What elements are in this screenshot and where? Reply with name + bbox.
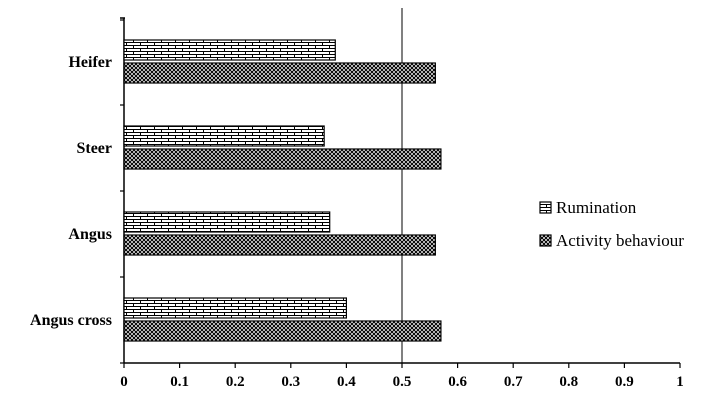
x-tick-label-0-6: 0.6 <box>448 374 467 390</box>
x-tick-label-0-2: 0.2 <box>226 374 245 390</box>
bar-activity-behaviour-angus <box>123 234 436 256</box>
bar-activity-behaviour-angus-cross <box>123 320 442 342</box>
category-label-angus-cross: Angus cross <box>30 312 112 329</box>
legend-label-activity-behaviour: Activity behaviour <box>556 231 684 250</box>
category-label-heifer: Heifer <box>68 54 112 71</box>
x-tick-label-0-5: 0.5 <box>393 374 412 390</box>
x-axis-ticks: 0 0.1 0.2 0.3 0.4 0.5 0.6 0.7 0.8 0.9 1 <box>120 363 684 390</box>
bar-rumination-angus <box>123 211 331 233</box>
category-label-angus: Angus <box>68 226 112 243</box>
bar-rumination-steer <box>123 125 325 147</box>
x-tick-label-1: 1 <box>676 374 684 390</box>
legend-swatch-rumination <box>539 201 552 214</box>
bar-activity-behaviour-steer <box>123 148 442 170</box>
bar-rumination-heifer <box>123 39 336 61</box>
legend-label-rumination: Rumination <box>556 198 637 217</box>
x-tick-label-0-7: 0.7 <box>504 374 523 390</box>
legend: Rumination Activity behaviour <box>539 198 684 250</box>
x-tick-label-0-9: 0.9 <box>615 374 634 390</box>
x-tick-label-0-1: 0.1 <box>170 374 189 390</box>
x-tick-label-0: 0 <box>120 374 128 390</box>
x-tick-label-0-8: 0.8 <box>559 374 578 390</box>
legend-swatch-activity-behaviour <box>539 234 552 247</box>
x-tick-label-0-3: 0.3 <box>281 374 300 390</box>
category-label-steer: Steer <box>76 140 112 157</box>
x-tick-label-0-4: 0.4 <box>337 374 356 390</box>
bars <box>123 39 442 342</box>
y-axis-labels: Heifer Steer Angus Angus cross <box>30 54 112 329</box>
bar-rumination-angus-cross <box>123 297 347 319</box>
bar-activity-behaviour-heifer <box>123 62 436 84</box>
